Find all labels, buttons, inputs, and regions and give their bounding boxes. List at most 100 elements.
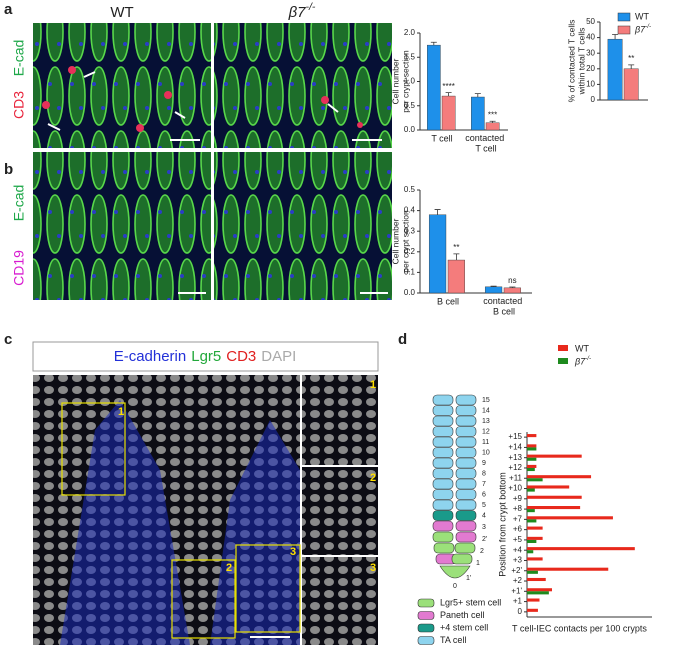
legend-label: β7-/-: [634, 23, 651, 34]
micrograph: [33, 152, 211, 300]
bar: [527, 591, 549, 595]
cell-number: 5: [482, 502, 486, 509]
legend-label: WT: [575, 343, 589, 353]
bar: [527, 588, 552, 592]
y-tick-label: +1: [513, 597, 523, 606]
bar: [527, 567, 609, 571]
cell: [455, 426, 477, 437]
cell: [432, 394, 454, 406]
error-bar: [489, 120, 496, 123]
stain-label: CD19: [11, 250, 27, 286]
bar: [527, 536, 543, 540]
bar: [527, 509, 535, 513]
legend-icon: [417, 623, 435, 633]
bar: [527, 547, 635, 551]
cell-number: 1': [466, 575, 471, 582]
significance: **: [628, 54, 634, 63]
bar: [527, 447, 537, 451]
cell: [432, 468, 454, 479]
y-tick-label: +4: [513, 545, 523, 554]
legend-label: Paneth cell: [440, 610, 485, 620]
y-tick-label: +15: [508, 432, 522, 441]
error-bar: [434, 209, 441, 215]
legend-swatch: [558, 358, 568, 364]
cell-number: 2: [480, 548, 484, 555]
y-tick-label: 50: [586, 17, 595, 26]
stain-word: E-cadherin: [114, 348, 187, 365]
cell: [455, 468, 477, 479]
stain-label: CD3: [11, 91, 27, 119]
y-axis-label: per crypt section: [400, 210, 410, 273]
panel-letter: d: [398, 331, 407, 348]
bar: [471, 96, 485, 131]
y-tick-label: +7: [513, 514, 523, 523]
x-tick-label: B cell: [437, 296, 459, 306]
cell: [432, 499, 454, 511]
error-bar: [612, 34, 619, 40]
bar: [527, 526, 543, 530]
bar: [527, 475, 592, 479]
cell-number: 14: [482, 407, 490, 414]
image-label: WT: [110, 4, 133, 21]
bar: [527, 550, 534, 554]
legend-swatch: [617, 12, 631, 22]
cell: [433, 542, 455, 554]
cell: [432, 531, 454, 543]
micrograph: [214, 23, 392, 148]
cell-number: 11: [482, 439, 489, 446]
y-tick-label: 20: [586, 64, 595, 73]
inset-number: 1: [118, 406, 124, 418]
bar: [527, 485, 570, 489]
cell-number: 13: [482, 418, 490, 425]
cell: [432, 510, 454, 521]
bar: [527, 539, 537, 543]
cell-number: 15: [482, 397, 490, 404]
legend-label: WT: [635, 11, 649, 21]
cell: [432, 520, 454, 532]
stain-word: CD3: [226, 348, 256, 365]
cell: [455, 436, 477, 448]
y-axis-label: per crypt section: [400, 50, 410, 113]
y-axis-label: Position from crypt bottom: [497, 472, 507, 577]
bar: [527, 464, 537, 468]
panel-letter: a: [4, 1, 13, 18]
x-tick-label: T cell: [431, 133, 452, 143]
bar: [485, 122, 500, 131]
cell: [432, 457, 454, 469]
cell: [455, 405, 477, 416]
cell: [432, 489, 454, 500]
panel-letter: b: [4, 161, 13, 178]
cell-number: 3: [482, 524, 486, 531]
bar: [623, 68, 639, 101]
bar: [441, 95, 456, 131]
y-tick-label: 0.2: [404, 247, 416, 256]
cell: [455, 457, 477, 469]
inset: [302, 557, 378, 645]
cell: [455, 415, 477, 427]
bar: [503, 287, 521, 294]
inset: [302, 467, 378, 555]
cell: [439, 565, 471, 579]
inset-number: 3: [290, 546, 296, 558]
cell: [432, 426, 454, 437]
significance: ***: [488, 110, 497, 119]
y-tick-label: +9: [513, 494, 523, 503]
y-tick-label: +5: [513, 535, 523, 544]
bar: [447, 259, 465, 294]
cell-number: 8: [482, 470, 486, 477]
cell: [432, 447, 454, 458]
y-tick-label: 1.5: [404, 52, 416, 61]
legend-icon: [417, 611, 435, 620]
cell-number: 1: [476, 560, 480, 567]
legend-label: TA cell: [440, 635, 466, 645]
y-tick-label: +14: [508, 443, 522, 452]
y-tick-label: 0.5: [404, 101, 416, 110]
bar: [527, 495, 582, 499]
cell-number: 6: [482, 491, 486, 498]
y-tick-label: 10: [586, 80, 595, 89]
legend-label: Lgr5+ stem cell: [440, 597, 501, 607]
error-bar: [509, 286, 516, 288]
bar: [527, 598, 540, 602]
micrograph: [33, 23, 211, 148]
